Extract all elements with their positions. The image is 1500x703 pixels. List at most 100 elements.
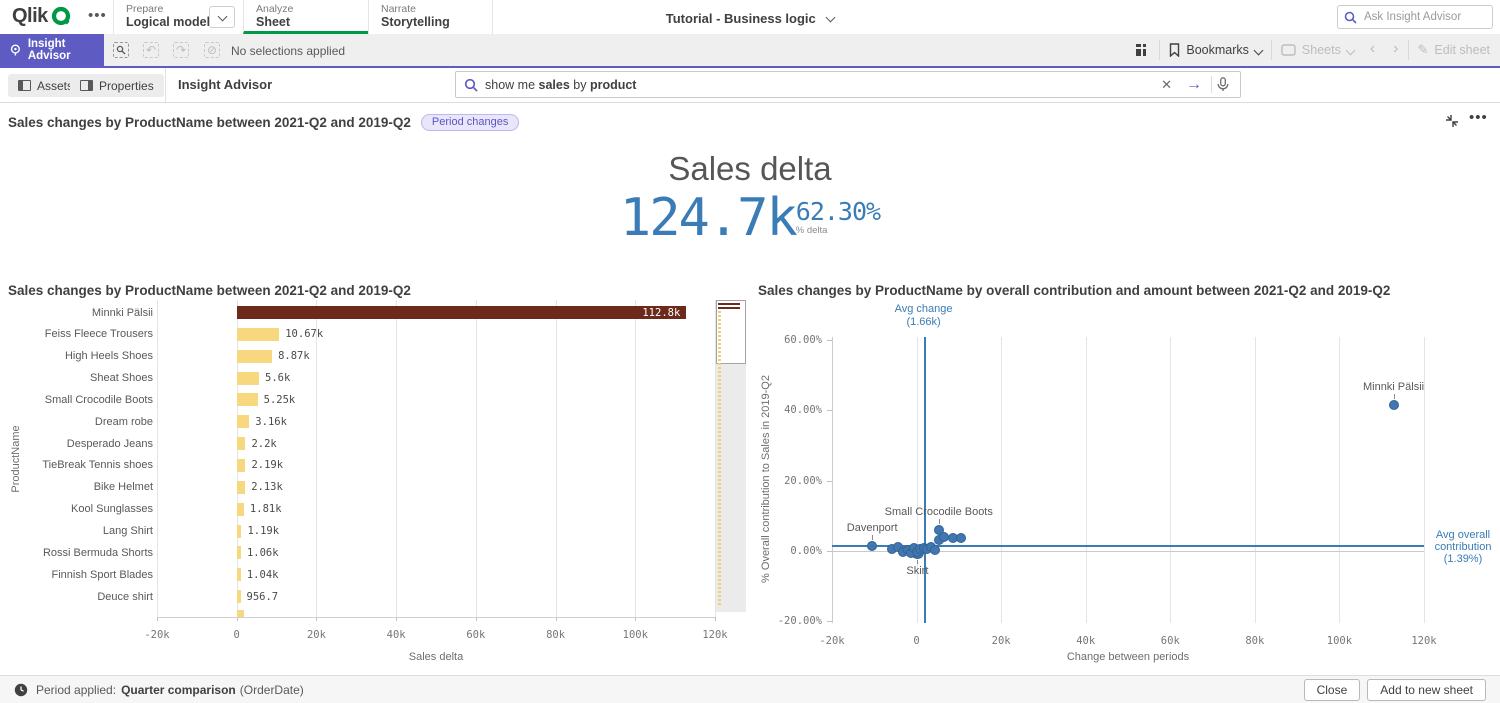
bar-chart-scrollbar[interactable] [716, 300, 746, 612]
bar-x-tick-label: 60k [451, 629, 501, 641]
scatter-point[interactable] [1389, 400, 1399, 410]
scrollbar-mini-bar [718, 375, 721, 377]
scrollbar-mini-bar [718, 587, 721, 589]
clock-icon [14, 683, 28, 697]
bar[interactable] [237, 372, 259, 385]
add-to-new-sheet-button[interactable]: Add to new sheet [1367, 679, 1486, 701]
scrollbar-mini-bar [718, 499, 721, 501]
bar-gridline [635, 300, 636, 617]
scatter-y-tick-label: 60.00% [760, 334, 822, 346]
more-options-icon[interactable]: ••• [1469, 109, 1488, 126]
bar-x-tick-label: 40k [371, 629, 421, 641]
insight-search-box[interactable]: show me sales by product ✕ → [455, 71, 1241, 98]
bar[interactable] [237, 459, 246, 472]
selections-tool-icon[interactable] [112, 41, 130, 59]
clear-search-icon[interactable]: ✕ [1154, 77, 1179, 93]
bookmarks-button[interactable]: Bookmarks [1169, 43, 1262, 57]
scatter-point-label: Small Crocodile Boots [864, 506, 1014, 518]
tab-main-label: Sheet [256, 15, 368, 30]
bar-x-tick-label: 0 [212, 629, 262, 641]
properties-label: Properties [99, 79, 154, 93]
scrollbar-mini-bar [718, 567, 721, 569]
right-panel-icon [80, 80, 93, 91]
ellipsis-menu-icon[interactable]: ••• [88, 7, 107, 24]
bar[interactable] [237, 546, 241, 559]
point-label-connector [917, 560, 918, 564]
scrollbar-mini-bar [718, 331, 721, 333]
bar[interactable] [237, 568, 241, 581]
bar[interactable] [237, 437, 246, 450]
bar[interactable] [237, 481, 245, 494]
scrollbar-mini-bar [718, 539, 721, 541]
tab-analyze[interactable]: Analyze Sheet [243, 0, 368, 34]
scatter-point[interactable] [867, 541, 877, 551]
kpi-card[interactable]: Sales delta 124.7k 62.30% % delta [550, 150, 950, 246]
bar-value-label: 112.8k [620, 307, 680, 319]
bar[interactable] [237, 415, 250, 428]
step-forward-icon[interactable]: ↷ [172, 41, 190, 59]
close-button[interactable]: Close [1304, 679, 1361, 701]
global-search-box[interactable] [1337, 5, 1493, 29]
bar-value-label: 1.81k [250, 503, 282, 515]
point-label-connector [1394, 394, 1395, 399]
bar-x-tick-label: 20k [291, 629, 341, 641]
tab-prepare[interactable]: Prepare Logical model [113, 0, 243, 34]
properties-button[interactable]: Properties [70, 74, 164, 97]
bar-category-label: Kool Sunglasses [0, 503, 153, 515]
insight-advisor-toggle[interactable]: Insight Advisor [0, 34, 104, 66]
scrollbar-mini-bar [718, 487, 721, 489]
tab-narrate[interactable]: Narrate Storytelling [368, 0, 493, 34]
tab-main-label: Storytelling [381, 15, 492, 30]
scrollbar-mini-bar [718, 559, 721, 561]
scrollbar-mini-bar [718, 575, 721, 577]
bar-partial[interactable] [237, 610, 244, 617]
bar[interactable] [237, 393, 258, 406]
scrollbar-mini-bar [718, 355, 721, 357]
scrollbar-mini-bar [718, 363, 721, 365]
bar[interactable] [237, 503, 244, 516]
clear-selections-icon[interactable]: ⊘ [203, 41, 221, 59]
collapse-icon[interactable] [1445, 114, 1459, 133]
scrollbar-mini-bar [718, 343, 721, 345]
microphone-icon[interactable] [1214, 77, 1232, 92]
scrollbar-mini-bar [718, 399, 721, 401]
avg-contribution-ref-label: Avg overall [1428, 529, 1498, 541]
bar[interactable] [237, 306, 687, 319]
scrollbar-mini-bar [718, 435, 721, 437]
bar[interactable] [237, 525, 242, 538]
scatter-point[interactable] [956, 533, 966, 543]
next-sheet-icon[interactable]: › [1393, 40, 1398, 58]
scrollbar-mini-bar [718, 555, 721, 557]
submit-search-icon[interactable]: → [1179, 76, 1209, 94]
app-window: Qlik ••• Prepare Logical model Analyze S… [0, 0, 1500, 703]
prev-sheet-icon[interactable]: ‹ [1370, 40, 1375, 58]
bar-category-label: Minnki Pälsii [0, 307, 153, 319]
scatter-point[interactable] [930, 545, 940, 555]
scrollbar-mini-bar [718, 387, 721, 389]
insight-search-input[interactable]: show me sales by product [485, 78, 1154, 92]
scrollbar-mini-bar [718, 491, 721, 493]
scatter-x-tick-label: 0 [892, 635, 942, 647]
edit-sheet-button[interactable]: ✎ Edit sheet [1418, 42, 1491, 58]
sheets-button[interactable]: Sheets [1281, 43, 1354, 57]
divider [165, 68, 166, 102]
scrollbar-mini-bar [718, 439, 721, 441]
prepare-dropdown-button[interactable] [209, 6, 235, 28]
scrollbar-mini-bar [718, 479, 721, 481]
insight-title: Sales changes by ProductName between 202… [8, 115, 411, 130]
sheet-icon [1281, 44, 1296, 56]
bar-gridline [157, 300, 158, 617]
insight-advisor-label: Insight Advisor [28, 38, 104, 62]
app-overview-grid-icon[interactable] [1135, 43, 1150, 57]
step-back-icon[interactable]: ↶ [142, 41, 160, 59]
scrollbar-mini-bar [718, 455, 721, 457]
app-title-menu[interactable]: Tutorial - Business logic [600, 10, 900, 28]
bar-chart-title: Sales changes by ProductName between 202… [8, 283, 411, 298]
bar[interactable] [237, 350, 272, 363]
scrollbar-mini-bar [718, 451, 721, 453]
scatter-x-tick-label: 40k [1061, 635, 1111, 647]
bar[interactable] [237, 590, 241, 603]
ask-insight-advisor-input[interactable] [1362, 10, 1486, 24]
bar[interactable] [237, 328, 280, 341]
chevron-down-icon [826, 13, 836, 23]
